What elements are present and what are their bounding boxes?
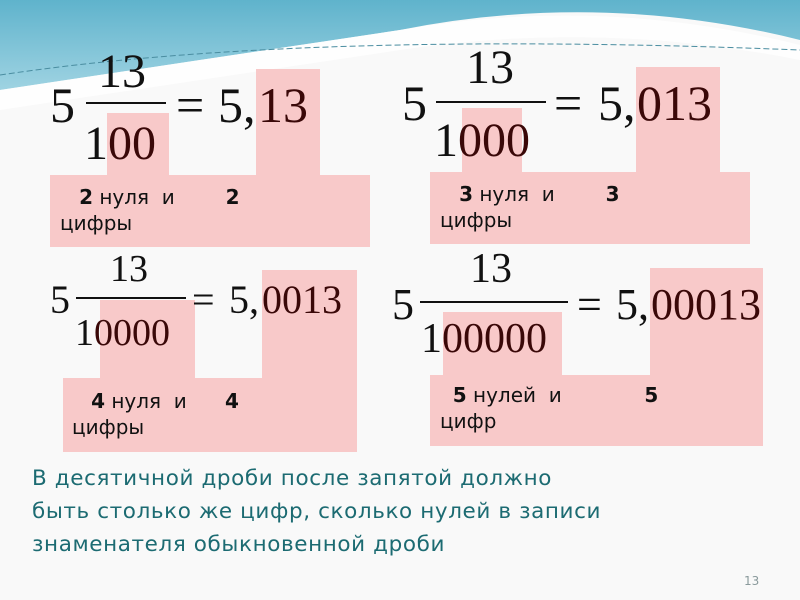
digits-word: цифры — [72, 415, 145, 439]
numerator: 13 — [110, 248, 148, 290]
fraction-bar — [76, 297, 186, 299]
digits-word: цифр — [440, 409, 497, 433]
label-text: 3 нуля и 3 цифры — [440, 181, 620, 233]
label-box — [50, 175, 370, 247]
den-zeros: 0000 — [94, 312, 170, 354]
rule-line: быть столько же цифр, сколько нулей в за… — [32, 499, 602, 524]
den-lead: 1 — [75, 312, 94, 354]
digits-word: цифры — [60, 211, 133, 235]
digits-count: 3 — [605, 182, 620, 206]
denominator: 100000 — [421, 318, 547, 360]
denominator-zeros-highlight — [107, 113, 169, 175]
numerator: 13 — [466, 41, 514, 94]
den-lead: 1 — [434, 114, 458, 167]
whole-part: 5 — [402, 75, 427, 131]
fraction-bar — [420, 301, 568, 303]
den-zeros: 00 — [108, 117, 156, 170]
zeros-count: 3 — [459, 182, 473, 206]
decimal-digits-highlight — [650, 268, 763, 375]
equals-sign: = — [192, 277, 215, 322]
zeros-count: 5 — [452, 383, 467, 407]
label-text: 2 нуля и 2 цифры — [60, 184, 240, 236]
rule-line: В десятичной дроби после запятой должно — [32, 466, 553, 491]
den-zeros: 00000 — [442, 316, 547, 362]
label-box — [63, 378, 357, 452]
equals-sign: = — [176, 77, 205, 133]
decimal-digits: 0013 — [262, 277, 342, 322]
decimal-digits-highlight — [256, 69, 320, 175]
numerator: 13 — [98, 45, 146, 98]
denominator: 10000 — [75, 314, 170, 352]
zeros-word: нулей и — [466, 383, 645, 407]
decimal-digits-highlight — [636, 67, 720, 172]
label-box — [430, 172, 750, 244]
rule-text: В десятичной дроби после запятой должно … — [32, 462, 601, 561]
decimal-digits: 00013 — [651, 280, 761, 329]
zeros-word: нуля и — [93, 185, 226, 209]
label-text: 4 нуля и 4 цифры — [72, 388, 239, 440]
denominator-zeros-highlight — [443, 312, 562, 375]
fraction-bar — [436, 101, 546, 103]
label-text: 5 нулей и 5 цифр — [440, 382, 658, 434]
rule-line: знаменателя обыкновенной дроби — [32, 532, 446, 557]
zeros-word: нуля и — [105, 389, 225, 413]
zeros-count: 2 — [79, 185, 93, 209]
integer-part: 5, — [229, 277, 259, 322]
decimal-digits: 013 — [637, 75, 712, 131]
numerator: 13 — [470, 246, 512, 292]
whole-part: 5 — [50, 277, 70, 322]
integer-part: 5, — [218, 77, 256, 133]
decimal-digits-highlight — [262, 270, 357, 378]
den-zeros: 000 — [458, 114, 530, 167]
den-lead: 1 — [421, 316, 442, 362]
denominator-zeros-highlight — [462, 108, 522, 172]
zeros-word: нуля и — [473, 182, 606, 206]
fraction-bar — [86, 102, 166, 104]
equals-sign: = — [554, 75, 583, 131]
integer-part: 5, — [616, 280, 649, 329]
digits-count: 5 — [644, 383, 659, 407]
zeros-count: 4 — [91, 389, 105, 413]
denominator-zeros-highlight — [100, 300, 195, 378]
digits-count: 4 — [224, 389, 239, 413]
whole-part: 5 — [392, 280, 414, 329]
label-box — [430, 375, 763, 446]
integer-part: 5, — [598, 75, 636, 131]
equals-sign: = — [577, 280, 602, 329]
page-number: 13 — [744, 574, 760, 588]
digits-word: цифры — [440, 208, 513, 232]
denominator: 100 — [84, 120, 156, 168]
den-lead: 1 — [84, 117, 108, 170]
denominator: 1000 — [434, 117, 530, 165]
whole-part: 5 — [50, 77, 75, 133]
decimal-digits: 13 — [258, 77, 308, 133]
digits-count: 2 — [225, 185, 240, 209]
